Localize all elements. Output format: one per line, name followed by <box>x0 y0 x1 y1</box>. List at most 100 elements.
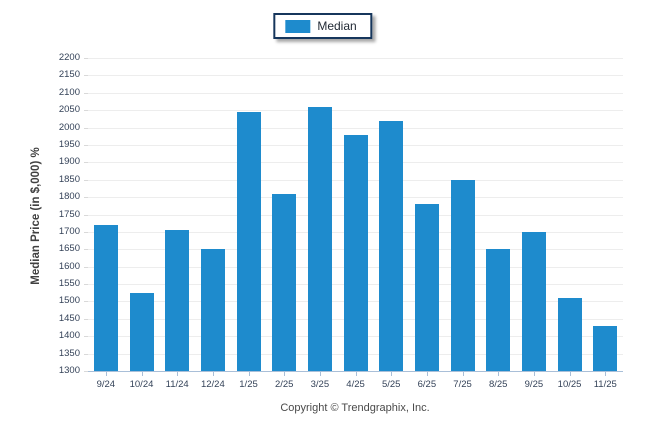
y-axis-tick-label: 2200 <box>58 52 80 63</box>
x-axis-tick <box>141 372 143 376</box>
y-axis-tick-label: 1600 <box>58 260 80 272</box>
x-axis-slot: 3/25 <box>302 372 338 392</box>
bar-11-24[interactable] <box>165 230 190 371</box>
bar-9-24[interactable] <box>93 224 118 371</box>
y-axis-tick <box>84 75 88 77</box>
y-axis-tick-label: 1450 <box>58 312 80 324</box>
bar-slot <box>552 58 588 371</box>
legend[interactable]: Median <box>273 13 373 39</box>
y-axis-tick <box>84 231 88 233</box>
bar-1-25[interactable] <box>236 111 261 371</box>
y-axis-tick <box>84 249 88 251</box>
x-axis-tick-label: 6/25 <box>417 379 437 390</box>
y-axis-tick <box>84 371 88 372</box>
y-axis-tick <box>84 284 88 286</box>
x-axis-tick <box>498 372 500 376</box>
y-axis: 2200 2150 2100 2050 2000 1950 1900 1850 1800 1750… <box>30 53 88 376</box>
bar-slot <box>88 58 124 371</box>
bars-row <box>88 58 623 371</box>
y-axis-tick-label: 1700 <box>58 225 80 237</box>
x-axis-slot: 11/24 <box>159 372 195 392</box>
y-axis-tick <box>84 214 88 216</box>
y-axis-tick-label: 1550 <box>58 278 80 290</box>
y-axis-tick-label: 2050 <box>58 104 80 116</box>
x-axis-slot: 2/25 <box>266 372 302 392</box>
gridline <box>88 75 623 77</box>
y-axis-tick <box>84 197 88 199</box>
bar-6-25[interactable] <box>414 204 439 371</box>
y-axis-tick <box>84 336 88 338</box>
bar-slot <box>338 58 374 371</box>
y-axis-tick-label: 1350 <box>58 347 80 359</box>
x-axis-slot: 10/25 <box>552 372 588 392</box>
gridline <box>88 127 623 129</box>
x-axis-tick-label: 2/25 <box>274 379 294 390</box>
y-axis-tick <box>84 266 88 268</box>
plot-area <box>88 58 623 372</box>
x-axis-tick <box>177 372 179 376</box>
x-axis-tick <box>391 372 393 376</box>
bar-10-24[interactable] <box>129 292 154 371</box>
x-axis-tick-label: 12/24 <box>200 379 225 390</box>
x-axis-tick <box>355 372 357 376</box>
y-axis-tick-label: 1800 <box>58 191 80 203</box>
x-axis-slot: 6/25 <box>409 372 445 392</box>
bar-slot <box>409 58 445 371</box>
x-axis-tick-label: 3/25 <box>310 379 330 390</box>
bar-slot <box>195 58 231 371</box>
y-axis-tick-label: 2150 <box>58 69 80 81</box>
bar-slot <box>445 58 481 371</box>
x-axis-tick-label: 11/24 <box>165 379 189 390</box>
y-axis-tick-label: 1500 <box>58 295 80 307</box>
x-axis-slot: 1/25 <box>231 372 267 392</box>
bar-10-25[interactable] <box>557 297 582 371</box>
y-axis-tick <box>84 179 88 181</box>
bar-slot <box>124 58 160 371</box>
y-axis-tick <box>84 353 88 355</box>
y-axis-tick <box>84 58 88 59</box>
x-axis-tick <box>212 372 214 376</box>
x-axis-slot: 11/25 <box>587 372 623 392</box>
gridline <box>88 92 623 94</box>
legend-swatch-median <box>285 19 311 33</box>
x-axis-slot: 4/25 <box>338 372 374 392</box>
bar-4-25[interactable] <box>343 134 368 371</box>
bar-12-24[interactable] <box>200 249 225 371</box>
y-axis-tick-label: 1850 <box>58 173 80 185</box>
y-axis-tick-label: 2000 <box>58 121 80 133</box>
copyright-text: Copyright © Trendgraphix, Inc. <box>280 402 430 414</box>
bar-8-25[interactable] <box>486 249 511 371</box>
y-axis-tick <box>84 144 88 146</box>
y-axis-tick <box>84 92 88 94</box>
x-axis-tick <box>319 372 321 376</box>
bar-11-25[interactable] <box>593 325 618 371</box>
bar-2-25[interactable] <box>272 193 297 371</box>
x-axis-tick <box>284 372 286 376</box>
bar-3-25[interactable] <box>307 106 332 371</box>
legend-label: Median <box>317 19 357 33</box>
x-axis-tick <box>462 372 464 376</box>
x-axis-tick-label: 10/25 <box>557 379 582 390</box>
y-axis-tick-label: 1400 <box>58 330 80 342</box>
x-axis-tick <box>605 372 607 376</box>
bar-slot <box>516 58 552 371</box>
x-axis-tick-label: 1/25 <box>239 379 258 390</box>
x-axis-slot: 8/25 <box>480 372 516 392</box>
x-axis-tick-label: 9/25 <box>524 379 544 390</box>
x-axis-tick-label: 11/25 <box>593 379 617 390</box>
x-axis-slot: 9/25 <box>516 372 552 392</box>
x-axis-slot: 10/24 <box>124 372 160 392</box>
x-axis-slot: 5/25 <box>373 372 409 392</box>
x-axis-labels: 9/24 10/24 11/24 12/24 1/25 2/25 3/25 4/25 5/25 6… <box>88 372 623 392</box>
y-axis-tick <box>84 162 88 164</box>
bar-7-25[interactable] <box>450 179 475 371</box>
bar-9-25[interactable] <box>521 231 546 371</box>
bar-slot <box>159 58 195 371</box>
x-axis-tick-label: 4/25 <box>346 379 365 390</box>
bar-slot <box>302 58 338 371</box>
bar-5-25[interactable] <box>379 120 404 371</box>
bar-slot <box>587 58 623 371</box>
x-axis-tick-label: 8/25 <box>488 379 508 390</box>
x-axis-tick-label: 5/25 <box>381 379 401 390</box>
